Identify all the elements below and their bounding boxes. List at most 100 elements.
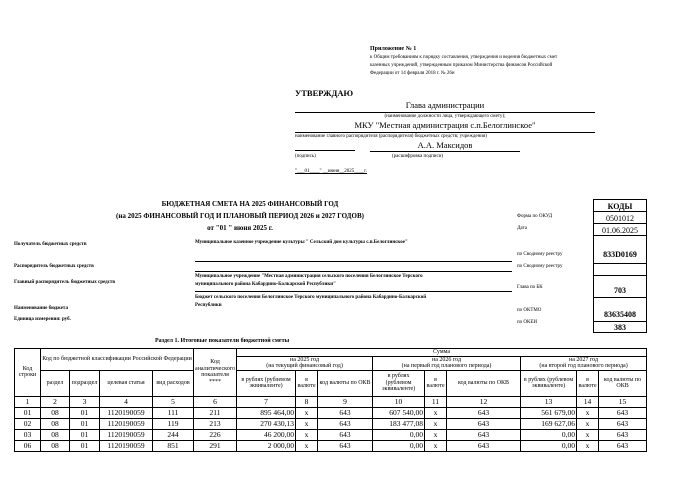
label-oktmo: по ОКТМО xyxy=(517,308,542,313)
table-row: 01 08 01 1120190059 111 211 895 464,00 x 643 607 … xyxy=(14,406,648,419)
approver-org: МКУ "Местная администрация с.п.Белоглинс… xyxy=(354,120,536,130)
column-number: 10 xyxy=(372,395,426,408)
table-cell: x xyxy=(424,439,448,452)
divider xyxy=(295,112,595,113)
table-cell: 08 xyxy=(40,417,70,430)
header-code: Код строки xyxy=(14,348,41,397)
column-number: 5 xyxy=(151,395,195,408)
table-cell: 0,00 xyxy=(520,428,578,441)
budget-table: Код строки Код по бюджетной классификаци… xyxy=(14,348,648,452)
header-expense-type: вид расходов xyxy=(151,369,195,397)
table-cell: x xyxy=(576,406,600,419)
table-cell: 213 xyxy=(193,417,238,430)
header-year-2027: на 2027 год (на второй год планового пери… xyxy=(520,355,648,371)
table-row: 03 08 01 1120190059 244 226 46 200,00 x 643 0,00 x… xyxy=(14,428,648,441)
divider xyxy=(295,132,595,133)
column-number: 7 xyxy=(236,395,297,408)
table-cell: 0,00 xyxy=(372,428,426,441)
header-sum: Сумма xyxy=(236,348,648,357)
table-cell: 643 xyxy=(317,428,374,441)
code-date: 01.06.2025 xyxy=(594,224,646,236)
unit-label: Единица измерения: руб. xyxy=(14,317,71,322)
table-cell: 643 xyxy=(446,417,522,430)
table-cell: 643 xyxy=(598,428,648,441)
table-cell: 643 xyxy=(598,417,648,430)
header-year-2026: на 2026 год (на первый год планового пери… xyxy=(372,355,522,371)
codes-box: КОДЫ 0501012 01.06.2025 833D0169 703 836… xyxy=(593,199,647,333)
table-cell: 643 xyxy=(317,406,374,419)
table-cell: 244 xyxy=(151,428,195,441)
chief-manager-label: Главный распорядитель бюджетных средств xyxy=(14,280,116,285)
appendix-title: Приложение № 1 xyxy=(370,46,417,52)
table-cell: 643 xyxy=(446,439,522,452)
caption: (подпись) xyxy=(295,154,316,159)
table-cell: 211 xyxy=(193,406,238,419)
table-cell: 643 xyxy=(446,428,522,441)
column-number: 2 xyxy=(40,395,70,408)
chief-manager-value: муниципального района Кабардино-Балкарск… xyxy=(195,282,336,287)
table-cell: 643 xyxy=(598,406,648,419)
table-cell: 1120190059 xyxy=(99,406,153,419)
column-number: 3 xyxy=(69,395,100,408)
column-number: 4 xyxy=(99,395,153,408)
table-cell: 01 xyxy=(69,417,100,430)
table-cell: 0,00 xyxy=(520,439,578,452)
header-podrazdel: подраздел xyxy=(69,369,100,397)
table-cell: 643 xyxy=(317,439,374,452)
header-year-2025: на 2025 год (на текущий финансовый год) xyxy=(236,355,374,371)
table-cell: 2 000,00 xyxy=(236,439,297,452)
column-number: 9 xyxy=(317,395,374,408)
budget-value: Республики xyxy=(195,303,222,308)
doc-date: от "01 " июня 2025 г. xyxy=(207,224,273,232)
recipient-label: Получатель бюджетных средств xyxy=(14,242,87,247)
table-cell: 226 xyxy=(193,428,238,441)
table-row: 06 08 01 1120190059 851 291 2 000,00 x 643 0,00 x 6… xyxy=(14,439,648,452)
table-cell: x xyxy=(295,428,319,441)
column-number: 12 xyxy=(446,395,522,408)
header-currency: в валюте xyxy=(576,369,600,397)
caption: (наименование должности лица, утверждающ… xyxy=(384,114,506,119)
recipient-value: Муниципальное казенное учреждение культу… xyxy=(195,240,408,245)
code-glava-bk: 703 xyxy=(594,276,646,298)
divider xyxy=(370,151,520,152)
doc-title: БЮДЖЕТНАЯ СМЕТА НА 2025 ФИНАНСОВЫЙ ГОД xyxy=(161,200,339,208)
caption: (расшифровка подписи) xyxy=(392,154,444,159)
appendix-text: к Общим требованиям к порядку составлени… xyxy=(370,55,558,60)
header-rub: в рублях (рублевом эквиваленте) xyxy=(372,369,426,397)
table-cell: 08 xyxy=(40,439,70,452)
table-cell: x xyxy=(576,439,600,452)
table-cell: 270 430,13 xyxy=(236,417,297,430)
header-target: целевая статья xyxy=(99,369,153,397)
header-rub: в рублях (рублевом эквиваленте) xyxy=(236,369,297,397)
code-reestr-2 xyxy=(594,264,646,276)
approve-heading: УТВЕРЖДАЮ xyxy=(295,88,354,98)
header-currency: в валюте xyxy=(424,369,448,397)
label-reestr-2: по Сводному реестру xyxy=(517,264,563,269)
header-okv: код валюты по ОКВ xyxy=(446,369,522,397)
label-okei: по ОКЕИ xyxy=(517,320,538,325)
label-date: Дата xyxy=(517,226,527,231)
table-cell: 119 xyxy=(151,417,195,430)
table-cell: 895 464,00 xyxy=(236,406,297,419)
table-cell: 08 xyxy=(40,406,70,419)
table-cell: 643 xyxy=(317,417,374,430)
header-currency: в валюте xyxy=(295,369,319,397)
code-okei: 383 xyxy=(614,323,626,332)
label-reestr: по Сводному реестру xyxy=(517,252,563,257)
column-number: 13 xyxy=(520,395,578,408)
column-number: 11 xyxy=(424,395,448,408)
signature-line xyxy=(295,150,355,151)
header-rub: в рублях (рублевом эквиваленте) xyxy=(520,369,578,397)
budget-value: Бюджет сельского поселения Белоглинское … xyxy=(195,295,427,300)
table-cell: x xyxy=(295,439,319,452)
column-number: 6 xyxy=(193,395,238,408)
code-okud: 0501012 xyxy=(594,212,646,224)
column-numbers-row: 1 2 3 4 5 6 7 8 9 10 11 12 13 14 15 xyxy=(14,395,648,408)
header-bk: Код по бюджетной классификации Российско… xyxy=(39,348,195,371)
column-number: 1 xyxy=(14,395,41,408)
label-okud: Форма по ОКУД xyxy=(517,214,553,219)
column-number: 8 xyxy=(295,395,319,408)
header-razdel: раздел xyxy=(40,369,70,397)
divider xyxy=(195,261,512,262)
